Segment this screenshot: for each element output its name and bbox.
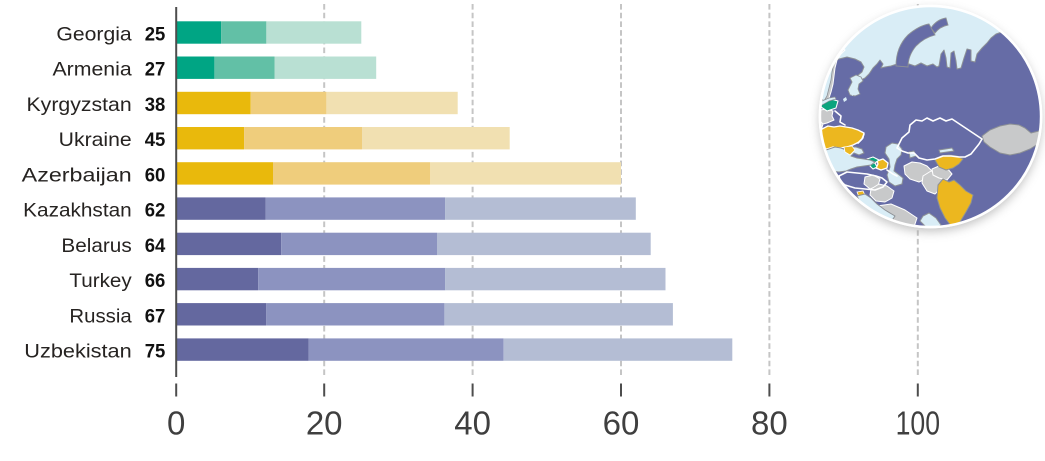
svg-text:60: 60: [603, 405, 640, 442]
svg-text:80: 80: [751, 405, 788, 442]
svg-text:Uzbekistan: Uzbekistan: [24, 341, 131, 363]
svg-text:Kyrgyzstan: Kyrgyzstan: [27, 94, 132, 116]
svg-text:60: 60: [145, 164, 166, 186]
svg-text:Ukraine: Ukraine: [59, 129, 132, 151]
svg-text:67: 67: [145, 305, 166, 327]
svg-text:25: 25: [145, 24, 166, 46]
svg-text:100: 100: [896, 405, 940, 442]
svg-text:64: 64: [145, 235, 166, 257]
svg-text:Kazakhstan: Kazakhstan: [23, 200, 132, 222]
svg-text:Belarus: Belarus: [61, 235, 131, 257]
svg-text:Azerbaijan: Azerbaijan: [22, 164, 132, 186]
svg-text:Turkey: Turkey: [69, 270, 131, 292]
svg-text:Armenia: Armenia: [53, 59, 132, 81]
svg-text:27: 27: [145, 59, 166, 81]
svg-text:45: 45: [145, 129, 166, 151]
svg-text:Georgia: Georgia: [56, 24, 131, 46]
svg-text:0: 0: [167, 405, 185, 442]
svg-text:20: 20: [306, 405, 343, 442]
svg-text:40: 40: [454, 405, 491, 442]
svg-text:38: 38: [145, 94, 166, 116]
svg-text:66: 66: [145, 270, 166, 292]
svg-text:Russia: Russia: [69, 305, 131, 327]
svg-text:62: 62: [145, 200, 166, 222]
svg-text:75: 75: [145, 341, 166, 363]
